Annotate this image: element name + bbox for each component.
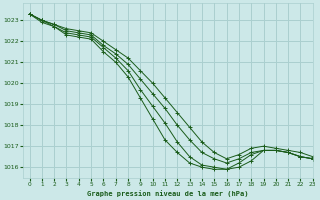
X-axis label: Graphe pression niveau de la mer (hPa): Graphe pression niveau de la mer (hPa) (87, 190, 249, 197)
